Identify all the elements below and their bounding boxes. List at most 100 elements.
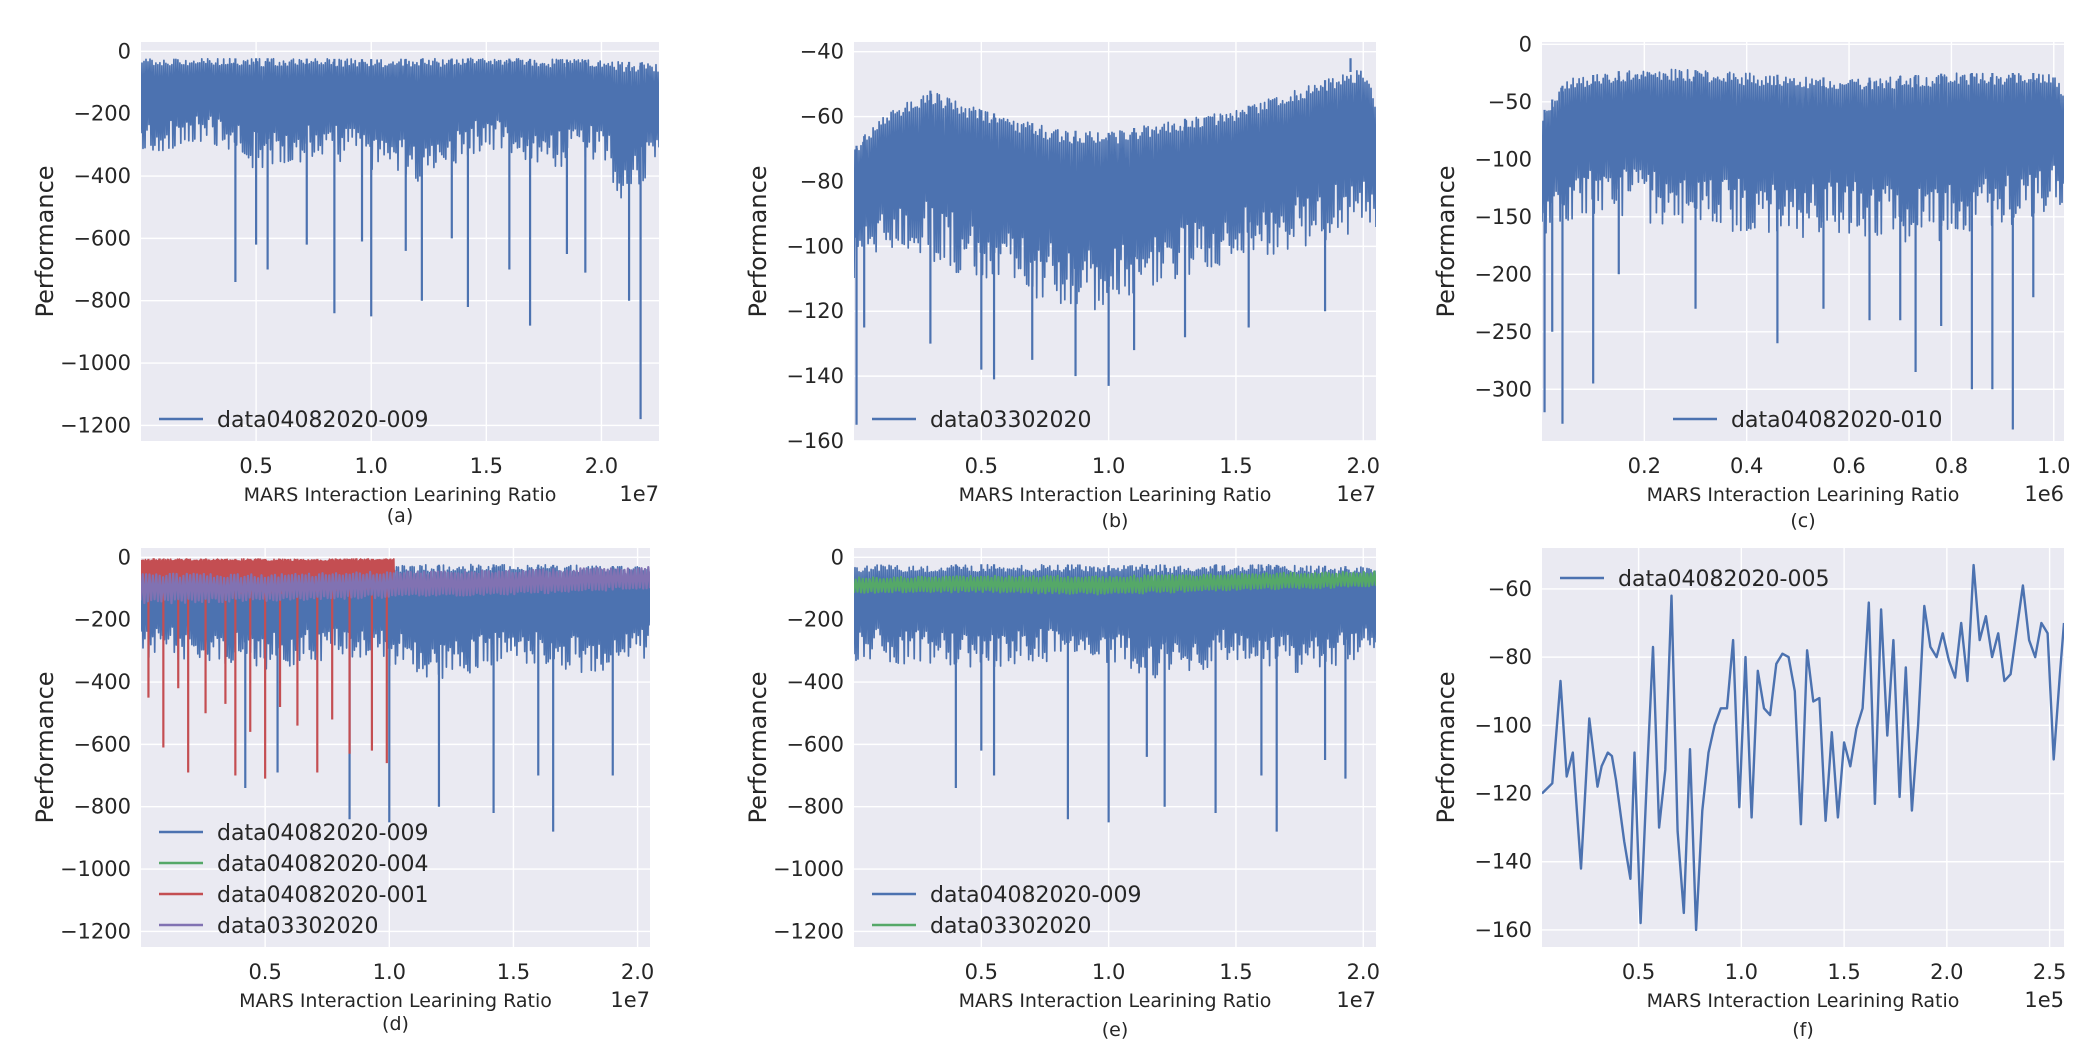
- y-tick-label: −100: [1474, 713, 1532, 737]
- y-tick-label: −100: [1474, 147, 1532, 171]
- y-tick-label: −200: [786, 608, 844, 632]
- y-tick-label: −800: [786, 795, 844, 819]
- y-tick-label: −80: [1488, 645, 1532, 669]
- x-exponent-label: 1e7: [619, 482, 659, 506]
- x-tick-label: 2.0: [585, 454, 618, 478]
- x-tick-label: 0.5: [239, 454, 272, 478]
- y-tick-label: −800: [73, 795, 131, 819]
- y-tick-label: 0: [118, 39, 131, 63]
- legend-label: data04082020-010: [1731, 408, 1942, 433]
- series-group: [854, 563, 1376, 832]
- series-line-data04082020-009: [141, 57, 659, 199]
- series-line-data03302020: [854, 570, 1376, 596]
- x-tick-label: 2.0: [621, 960, 654, 984]
- subplot-f: 0.5 1.0 1.5 2.0 2.5 −60 −80 −100 −120 −140 −160 1e5…: [1432, 548, 2066, 1041]
- subplot-caption: (d): [382, 1013, 409, 1035]
- subplot-b: 0.5 1.0 1.5 2.0 −40 −60 −80 −100 −120 −140 −160 1e7…: [744, 40, 1380, 532]
- y-tick-label: −400: [786, 670, 844, 694]
- series-group: [1542, 68, 2064, 430]
- x-tick-label: 0.5: [965, 960, 998, 984]
- y-axis-label: Performance: [1432, 165, 1460, 317]
- legend-label: data04082020-009: [217, 408, 428, 433]
- series-group: [141, 57, 659, 420]
- y-tick-label: −200: [73, 608, 131, 632]
- x-tick-label: 0.4: [1730, 454, 1763, 478]
- legend-label: data04082020-009: [217, 821, 428, 846]
- x-tick-label: 0.6: [1832, 454, 1865, 478]
- legend: data04082020-009 data03302020: [872, 883, 1141, 939]
- y-tick-label: −160: [1474, 918, 1532, 942]
- y-tick-label: −80: [800, 169, 844, 193]
- x-exponent-label: 1e7: [1336, 988, 1376, 1012]
- legend-label: data03302020: [217, 914, 379, 939]
- y-tick-label: −300: [1474, 377, 1532, 401]
- legend-label: data03302020: [930, 408, 1092, 433]
- x-tick-label: 2.0: [1347, 454, 1380, 478]
- x-tick-label: 1.0: [1092, 454, 1125, 478]
- x-tick-label: 1.0: [1092, 960, 1125, 984]
- x-tick-label: 1.0: [355, 454, 388, 478]
- y-tick-label: −60: [1488, 577, 1532, 601]
- y-tick-label: −1200: [773, 919, 844, 943]
- legend: data04082020-009 data04082020-004 data0408…: [159, 821, 428, 939]
- y-tick-label: −150: [1474, 205, 1532, 229]
- subplot-a: 0.5 1.0 1.5 2.0 0 −200 −400 −600 −800 −1000 −1200 1…: [31, 39, 659, 527]
- x-exponent-label: 1e7: [1336, 482, 1376, 506]
- y-tick-label: −1000: [773, 857, 844, 881]
- subplot-c: 0.2 0.4 0.6 0.8 1.0 0 −50 −100 −150 −200 −250 −300 1…: [1432, 32, 2070, 532]
- subplot-caption: (c): [1790, 510, 1815, 532]
- y-axis-label: Performance: [31, 671, 59, 823]
- legend: data03302020: [872, 408, 1092, 433]
- x-tick-label: 0.5: [965, 454, 998, 478]
- y-tick-label: −50: [1488, 90, 1532, 114]
- x-tick-label: 1.5: [470, 454, 503, 478]
- x-axis-label: MARS Interaction Learining Ratio: [959, 484, 1272, 506]
- legend: data04082020-010: [1673, 408, 1942, 433]
- y-tick-label: −1200: [60, 919, 131, 943]
- y-tick-label: −1200: [60, 413, 131, 437]
- series-group: [854, 58, 1376, 425]
- x-exponent-label: 1e6: [2024, 482, 2064, 506]
- y-axis-label: Performance: [744, 671, 772, 823]
- subplot-caption: (a): [387, 505, 413, 527]
- legend-label: data04082020-005: [1618, 567, 1829, 592]
- y-tick-label: −600: [73, 226, 131, 250]
- x-tick-label: 2.0: [1347, 960, 1380, 984]
- series-line-data04082020-009: [854, 563, 1376, 679]
- series-group: [141, 558, 650, 832]
- y-axis-label: Performance: [744, 165, 772, 317]
- series-line-data03302020: [141, 566, 650, 605]
- y-tick-label: −60: [800, 105, 844, 129]
- y-tick-label: −600: [786, 732, 844, 756]
- y-tick-label: −400: [73, 670, 131, 694]
- y-tick-label: −140: [786, 364, 844, 388]
- y-tick-label: −600: [73, 732, 131, 756]
- legend-label: data04082020-009: [930, 883, 1141, 908]
- x-tick-label: 0.2: [1628, 454, 1661, 478]
- legend: data04082020-005: [1560, 567, 1829, 592]
- series-line-data04082020-010: [1542, 68, 2064, 243]
- x-exponent-label: 1e5: [2024, 988, 2064, 1012]
- subplot-caption: (e): [1102, 1019, 1129, 1041]
- legend-label: data03302020: [930, 914, 1092, 939]
- y-axis-label: Performance: [31, 165, 59, 317]
- y-tick-label: 0: [1519, 32, 1532, 56]
- subplot-caption: (f): [1792, 1019, 1814, 1041]
- subplot-e: 0.5 1.0 1.5 2.0 0 −200 −400 −600 −800 −1000 −1200 1…: [744, 545, 1380, 1041]
- legend-label: data04082020-001: [217, 883, 428, 908]
- legend-label: data04082020-004: [217, 852, 428, 877]
- y-tick-label: −160: [786, 429, 844, 453]
- y-tick-label: −200: [1474, 262, 1532, 286]
- x-tick-label: 1.5: [497, 960, 530, 984]
- y-tick-label: 0: [831, 545, 844, 569]
- y-tick-label: −400: [73, 164, 131, 188]
- y-tick-label: −40: [800, 40, 844, 64]
- x-tick-label: 0.8: [1935, 454, 1968, 478]
- x-axis-label: MARS Interaction Learining Ratio: [959, 990, 1272, 1012]
- x-tick-label: 1.5: [1219, 960, 1252, 984]
- y-tick-label: −1000: [60, 857, 131, 881]
- x-tick-label: 1.5: [1827, 960, 1860, 984]
- x-tick-label: 0.5: [1622, 960, 1655, 984]
- y-tick-label: −200: [73, 102, 131, 126]
- x-axis-label: MARS Interaction Learining Ratio: [239, 990, 552, 1012]
